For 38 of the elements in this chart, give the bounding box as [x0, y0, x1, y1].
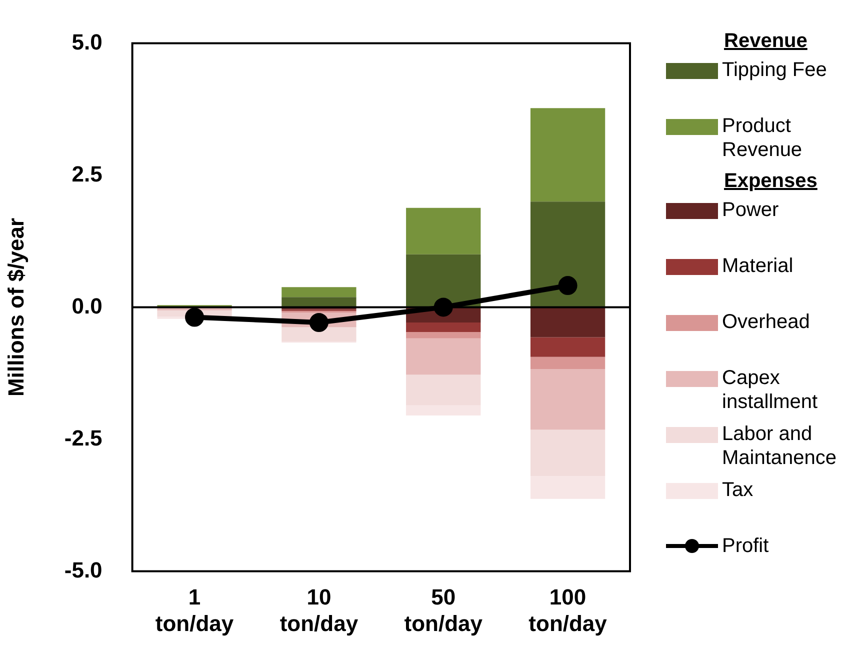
bar — [406, 338, 481, 375]
point — [309, 313, 328, 332]
bar — [530, 307, 606, 338]
legend-label: Material — [722, 254, 794, 278]
bar — [530, 337, 606, 357]
y-tick-label: 0.0 — [72, 293, 102, 318]
text: Revenue — [724, 30, 808, 54]
text: Expenses — [724, 170, 818, 194]
x-tick-label: 10 ton/day — [280, 584, 359, 636]
y-tick-label: -5.0 — [64, 557, 102, 582]
point — [185, 308, 204, 327]
point — [434, 298, 453, 317]
bar — [530, 108, 606, 202]
y-tick-label: 2.5 — [72, 161, 102, 186]
y-axis-title: Millions of $/year — [3, 218, 28, 396]
bar — [530, 202, 606, 308]
bar — [406, 208, 481, 254]
legend-label: Product Revenue — [722, 114, 804, 162]
bar — [530, 356, 606, 369]
bar — [406, 254, 481, 308]
legend-label: Capex installment — [722, 366, 819, 414]
legend-label: Labor and Maintanence — [722, 422, 838, 470]
y-tick-label: -2.5 — [64, 425, 102, 450]
point — [558, 276, 578, 296]
legend-label: Power — [722, 198, 779, 222]
bar — [406, 322, 481, 332]
x-tick-label: 50 ton/day — [404, 584, 484, 636]
bar — [406, 332, 481, 338]
y-tick-label: 5.0 — [72, 29, 102, 54]
x-tick-label: 100 ton/day — [528, 584, 608, 636]
bar — [530, 368, 606, 430]
bar — [282, 287, 356, 298]
legend-label: Profit — [722, 534, 769, 558]
bar — [282, 327, 356, 342]
x-tick-label: 1 ton/day — [155, 584, 234, 636]
legend-label: Tipping Fee — [722, 58, 827, 82]
legend-label: Tax — [722, 478, 754, 502]
legend-label: Overhead — [722, 310, 810, 334]
